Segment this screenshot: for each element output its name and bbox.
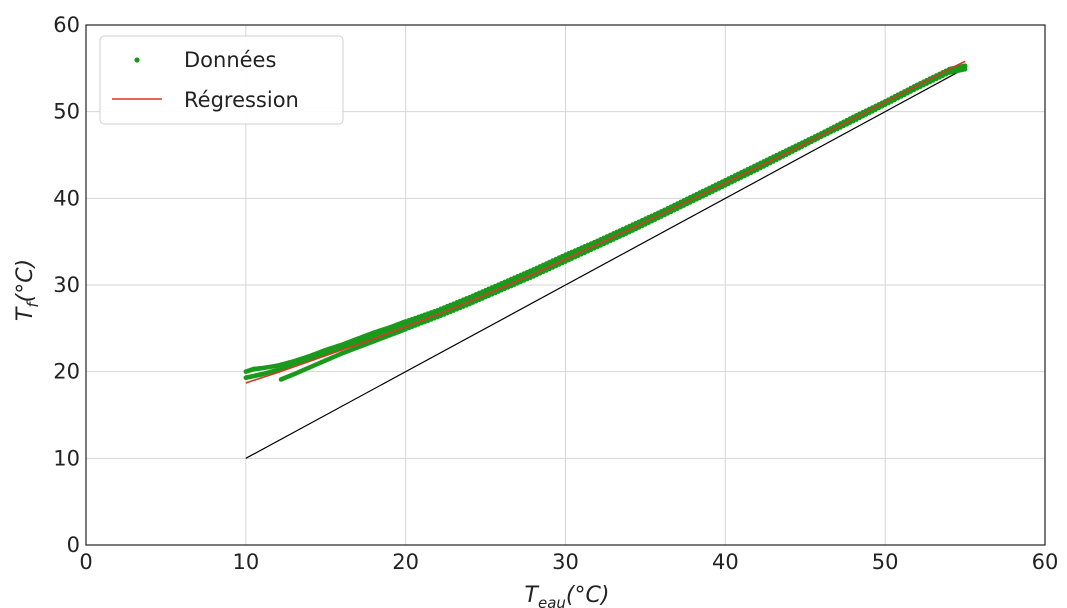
- y-axis-label: Tf(°C): [13, 259, 42, 321]
- x-tick-label-60: 60: [1032, 550, 1059, 574]
- y-axis-label-base: T: [13, 306, 38, 321]
- legend-marker-donnees: [134, 57, 140, 63]
- identity-reference-line: [245, 67, 966, 459]
- y-tick-label-10: 10: [53, 446, 80, 470]
- y-tick-label-30: 30: [53, 273, 80, 297]
- x-tick-label-0: 0: [79, 550, 92, 574]
- tick-labels: 0 10 20 30 40 50 60 0 10 20 30 40 50 60: [53, 13, 1058, 574]
- x-tick-label-40: 40: [712, 550, 739, 574]
- data-point: [962, 66, 968, 72]
- legend-label-donnees: Données: [184, 48, 276, 72]
- plot-area-border: [85, 24, 1046, 546]
- x-axis-label-base: T: [525, 583, 540, 608]
- plot-frame: [85, 24, 1046, 546]
- x-axis-label-subscript: eau: [538, 594, 566, 608]
- y-tick-label-20: 20: [53, 360, 80, 384]
- legend-box: [99, 35, 344, 125]
- regression-line: [245, 60, 966, 384]
- legend-label-regression: Régression: [184, 88, 299, 112]
- regression-path: [245, 60, 966, 384]
- y-axis-label-unit: (°C): [13, 259, 38, 303]
- y-tick-label-50: 50: [53, 100, 80, 124]
- y-tick-label-0: 0: [67, 533, 80, 557]
- x-tick-label-50: 50: [872, 550, 899, 574]
- legend: Données Régression: [99, 35, 344, 125]
- x-axis-label: Teau(°C): [525, 583, 610, 608]
- y-tick-label-60: 60: [53, 13, 80, 37]
- x-tick-label-10: 10: [232, 550, 259, 574]
- y-tick-label-40: 40: [53, 186, 80, 210]
- x-tick-label-20: 20: [392, 550, 419, 574]
- x-tick-label-30: 30: [552, 550, 579, 574]
- y-axis-label-subscript: f: [24, 300, 42, 308]
- x-axis-label-unit: (°C): [566, 583, 610, 608]
- identity-line: [245, 67, 966, 459]
